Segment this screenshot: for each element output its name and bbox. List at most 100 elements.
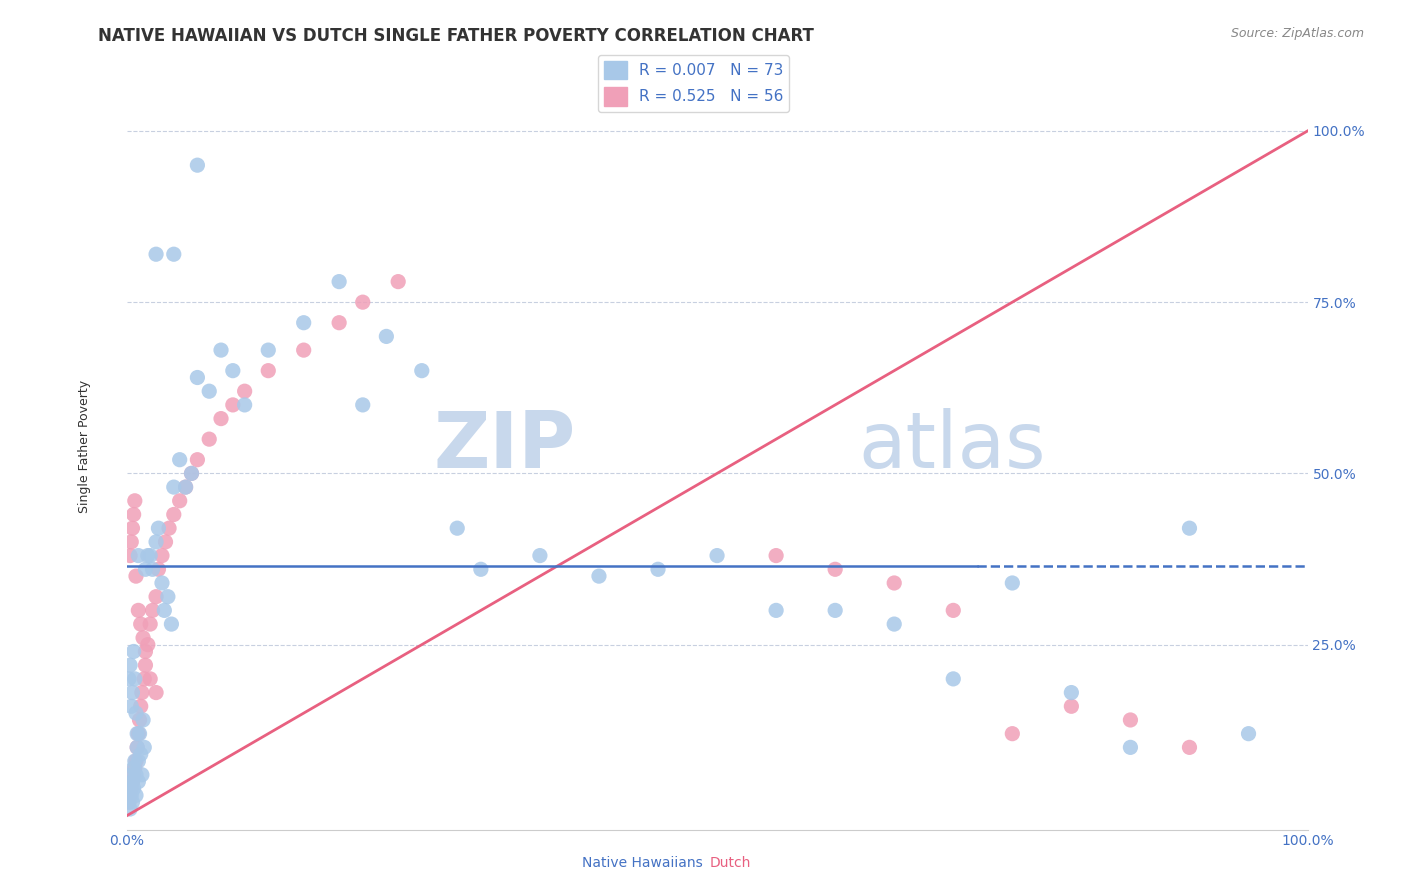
Point (706, 549, 728, 563)
Point (292, 316, 315, 330)
Point (134, 644, 156, 658)
Point (824, 562, 846, 576)
Point (124, 493, 146, 508)
Point (169, 452, 191, 467)
Text: NATIVE HAWAIIAN VS DUTCH SINGLE FATHER POVERTY CORRELATION CHART: NATIVE HAWAIIAN VS DUTCH SINGLE FATHER P… (98, 27, 814, 45)
Point (127, 740, 149, 755)
Point (222, 398, 245, 412)
Point (145, 535, 167, 549)
Point (145, 247, 167, 261)
Point (257, 364, 280, 378)
Point (174, 480, 197, 494)
Point (411, 364, 433, 378)
Point (824, 603, 846, 617)
Point (150, 549, 173, 563)
Point (233, 384, 256, 399)
Point (131, 685, 153, 699)
Point (120, 549, 142, 563)
Text: atlas: atlas (859, 408, 1046, 484)
Point (209, 411, 232, 425)
Point (120, 781, 142, 796)
Point (883, 617, 905, 632)
Point (375, 329, 398, 343)
Point (124, 672, 146, 686)
Point (352, 398, 374, 412)
Point (292, 343, 315, 358)
Point (141, 603, 163, 617)
Point (222, 364, 245, 378)
Point (127, 774, 149, 789)
Point (132, 713, 155, 727)
Point (121, 795, 143, 809)
Point (145, 685, 167, 699)
Point (765, 549, 787, 563)
Point (125, 569, 148, 583)
Point (125, 706, 148, 720)
Point (122, 644, 145, 658)
Point (156, 590, 179, 604)
Point (1237, 726, 1260, 740)
Point (942, 672, 965, 686)
Point (120, 802, 142, 816)
Point (134, 740, 156, 755)
Point (131, 768, 153, 782)
Text: Dutch: Dutch (710, 855, 751, 870)
Point (128, 713, 150, 727)
Point (529, 549, 551, 563)
Point (209, 343, 232, 358)
Point (198, 384, 221, 399)
Point (139, 549, 162, 563)
Point (1178, 521, 1201, 535)
Point (118, 795, 141, 809)
Point (257, 343, 280, 358)
Point (157, 521, 180, 535)
Point (180, 467, 202, 481)
Point (150, 576, 173, 591)
Point (134, 562, 156, 576)
Point (128, 726, 150, 740)
Point (122, 768, 145, 782)
Point (127, 603, 149, 617)
Point (121, 774, 143, 789)
Point (122, 781, 145, 796)
Point (139, 617, 162, 632)
Point (233, 398, 256, 412)
Point (145, 590, 167, 604)
Point (141, 562, 163, 576)
Point (186, 452, 208, 467)
Point (127, 726, 149, 740)
Point (1119, 713, 1142, 727)
Point (588, 569, 610, 583)
Point (186, 370, 208, 384)
Point (163, 508, 186, 522)
Point (127, 726, 149, 740)
Point (120, 789, 142, 803)
Point (1001, 576, 1024, 591)
Point (125, 754, 148, 768)
Point (121, 774, 143, 789)
Point (127, 740, 149, 755)
Point (122, 508, 145, 522)
Point (118, 795, 141, 809)
Point (127, 754, 149, 768)
Point (328, 316, 350, 330)
Point (647, 562, 669, 576)
Point (470, 562, 492, 576)
Point (1060, 685, 1083, 699)
Point (139, 672, 162, 686)
Point (120, 658, 142, 673)
Point (160, 617, 183, 632)
Text: Native Hawaiians: Native Hawaiians (582, 855, 703, 870)
Point (1178, 740, 1201, 755)
Point (352, 295, 374, 310)
Point (124, 761, 146, 775)
Point (942, 603, 965, 617)
Point (169, 493, 191, 508)
Point (120, 535, 142, 549)
Point (120, 781, 142, 796)
Point (136, 549, 159, 563)
Point (1001, 726, 1024, 740)
Point (127, 549, 149, 563)
Point (1060, 699, 1083, 714)
Point (136, 638, 159, 652)
